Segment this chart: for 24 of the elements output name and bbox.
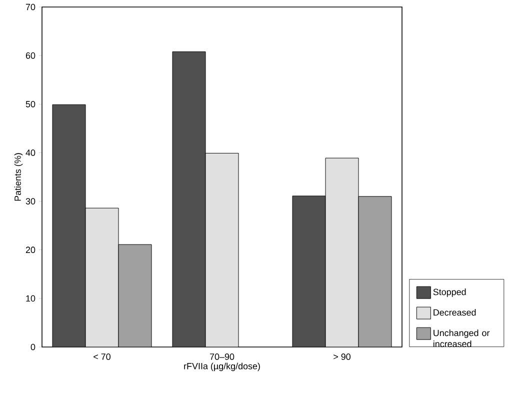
y-tick-label: 20	[26, 246, 36, 254]
legend-label: Stopped	[433, 288, 466, 297]
x-tick-label: > 90	[334, 354, 351, 360]
bar	[205, 152, 239, 347]
legend-label: Unchanged or increased	[433, 330, 490, 348]
bar	[85, 208, 119, 347]
bar	[358, 196, 392, 347]
y-tick-label: 70	[26, 4, 36, 10]
bar	[325, 158, 359, 347]
legend-label: Decreased	[434, 309, 476, 316]
bar	[172, 51, 206, 347]
bar	[118, 244, 152, 347]
y-tick-label: 30	[26, 198, 36, 204]
x-axis-title: rFVIIa (µg/kg/dose)	[184, 362, 260, 372]
bar	[292, 196, 326, 347]
y-tick-label: 0	[30, 344, 36, 350]
y-tick-label: 60	[26, 52, 36, 59]
bar	[52, 104, 86, 347]
y-axis-title: Patients (%)	[14, 153, 23, 201]
y-tick-label: 10	[26, 295, 36, 302]
x-tick-label: < 70	[94, 354, 110, 360]
x-tick-label: 70–90	[210, 354, 234, 360]
y-tick-label: 50	[26, 100, 36, 108]
y-tick-label: 40	[26, 150, 36, 156]
